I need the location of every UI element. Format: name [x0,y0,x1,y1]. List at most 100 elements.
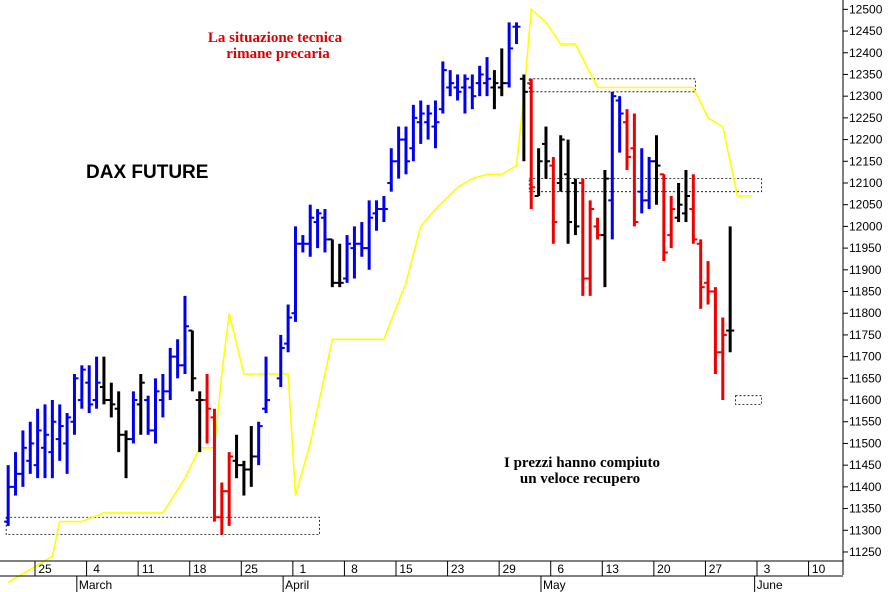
ohlc-bar [77,365,86,409]
zone-box [735,395,763,405]
x-tick-label: 27 [709,562,723,576]
ohlc-bar [659,173,668,262]
x-tick-label: 6 [557,562,564,576]
indicator-line-layer [7,7,753,584]
ohlc-bar [232,434,241,479]
ohlc-bar [306,204,315,257]
ohlc-bar [689,174,698,244]
x-tick-label: 25 [38,562,52,576]
y-tick-label: 11250 [849,545,882,559]
ohlc-bar [446,70,455,97]
x-tick-label: 11 [142,562,155,576]
x-tick-label: 25 [245,562,259,576]
chart-title: DAX FUTURE [86,162,208,183]
ohlc-bar [696,239,705,309]
y-tick-label: 12150 [849,154,883,168]
x-tick-label: 1 [300,562,307,576]
y-tick-label: 12200 [849,133,883,147]
ohlc-bar [122,430,131,479]
zone-box [528,178,763,193]
ohlc-bar [726,226,735,353]
ohlc-bar [151,378,160,444]
ohlc-bar [343,235,352,283]
ohlc-bar [92,356,101,409]
y-tick-label: 11900 [849,263,882,277]
y-tick-label: 12400 [849,46,883,60]
ohlc-bar [107,382,116,418]
ohlc-bar [645,156,654,210]
ohlc-bar [424,104,433,140]
month-label: March [79,578,112,592]
ohlc-bar [173,339,182,379]
ohlc-bar [681,169,690,223]
x-tick-label: 23 [451,562,465,576]
ohlc-bar [512,22,521,45]
y-tick-label: 11800 [849,306,882,320]
ohlc-bar [652,135,661,205]
ohlc-bar [180,295,189,374]
ohlc-bar [379,196,388,223]
ohlc-bar [114,391,123,453]
ohlc-bar [453,74,462,101]
support-resistance-zones [5,78,763,536]
ohlc-bar [711,287,720,374]
ohlc-bar [460,74,469,114]
ohlc-bar [276,334,285,388]
annotation-bottom-line-1: I prezzi hanno compiuto [504,455,660,471]
y-tick-label: 12050 [849,198,883,212]
ohlc-bar [519,74,528,162]
y-tick-label: 11500 [849,436,882,450]
ohlc-bar [394,126,403,179]
ohlc-bar [18,430,27,487]
ohlc-bar [320,209,329,253]
y-tick-label: 11300 [849,523,882,537]
annotation-bottom-line-2: un veloce recupero [520,471,640,487]
annotation-top-line-2: rimane precaria [226,46,330,62]
ohlc-bar [615,96,624,153]
ohlc-bar [41,404,49,479]
y-tick-label: 11550 [849,415,882,429]
ohlc-bar [144,395,153,435]
ohlc-bar [350,226,359,279]
y-tick-label: 12300 [849,89,883,103]
y-tick-label: 12100 [849,176,883,190]
y-tick-label: 11450 [849,458,882,472]
ohlc-bar [262,356,271,414]
x-tick-label: 8 [351,562,358,576]
ohlc-bar [667,196,676,249]
ohlc-bar [564,139,573,244]
ohlc-bar [623,109,632,170]
ohlc-bar [195,391,204,453]
y-tick-label: 11950 [849,241,882,255]
ohlc-bar [505,22,514,88]
ohlc-bar [497,48,506,97]
ohlc-bar [217,482,226,535]
ohlc-bar [4,465,13,526]
ohlc-bar [549,156,558,244]
ohlc-bar [247,426,256,487]
ohlc-bar [608,91,617,240]
month-label: June [757,578,783,592]
ohlc-bar [328,238,337,288]
ohlc-bar [402,126,410,175]
ohlc-bar [468,74,477,110]
ohlc-bar [70,373,79,435]
y-tick-label: 11350 [849,502,882,516]
y-tick-label: 11750 [849,328,882,342]
ohlc-bar [188,329,197,392]
ohlc-bar [674,182,683,223]
ohlc-bar [416,100,425,144]
y-tick-label: 11650 [849,371,882,385]
ohlc-bar [55,404,64,461]
x-tick-label: 15 [399,562,413,576]
indicator-line [7,7,753,584]
ohlc-bar [136,373,145,435]
ohlc-bar [99,356,108,405]
ohlc-bar [33,408,42,479]
ohlc-bar [291,226,300,322]
ohlc-bar [409,104,418,162]
x-tick-label: 10 [812,562,826,576]
zone-box [5,516,320,536]
